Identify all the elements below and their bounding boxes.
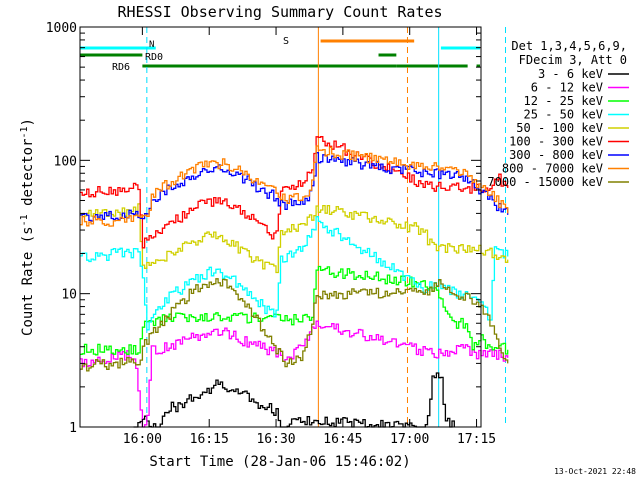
legend: Det 1,3,4,5,6,9, FDecim 3, Att 0 3 - 6 k… [487,39,629,189]
legend-header-2: FDecim 3, Att 0 [519,53,627,67]
series-line [80,278,509,372]
legend-label: 7000 - 15000 keV [487,175,603,189]
series-line [80,136,509,249]
generated-timestamp: 13-Oct-2021 22:48 [554,467,636,476]
legend-label: 800 - 7000 keV [502,162,603,176]
x-axis: 16:00 16:15 16:30 16:45 17:00 17:15 [123,27,496,447]
y-label-part-1: Count Rate (s [20,226,36,336]
legend-label: 100 - 300 keV [509,135,603,149]
series-line [80,145,509,227]
y-label-sup-2: -1 [19,126,30,138]
y-label-part-3: ) [20,118,36,126]
y-tick-label: 1000 [46,21,77,36]
series-group [80,136,509,428]
y-tick-label: 1 [69,421,77,436]
legend-label: 50 - 100 keV [516,121,603,135]
legend-label: 6 - 12 keV [531,81,603,95]
plot-frame [79,26,482,428]
y-label-part-2: detector [20,139,36,215]
y-label-sup-1: -1 [19,214,30,226]
chart-title: RHESSI Observing Summary Count Rates [117,3,442,21]
state-bar-label: RD0 [145,52,163,63]
x-tick-label: 16:45 [323,432,362,447]
legend-label: 3 - 6 keV [538,67,603,81]
legend-label: 300 - 800 keV [509,148,603,162]
x-tick-label: 16:30 [256,432,295,447]
series-line [80,320,509,428]
state-lines [146,27,507,427]
legend-label: 12 - 25 keV [524,94,603,108]
state-bars: N RD0 RD6 S [80,36,480,73]
legend-header-1: Det 1,3,4,5,6,9, [511,39,627,53]
state-bar-label: N [149,40,154,50]
y-axis-label: Count Rate (s-1 detector-1) [19,118,36,336]
x-tick-label: 16:00 [123,432,162,447]
x-axis-label: Start Time (28-Jan-06 15:46:02) [149,454,410,470]
series-line [80,203,509,274]
y-axis: 1 10 100 1000 [46,21,481,436]
state-bar-label: S [283,36,289,47]
x-tick-label: 16:15 [190,432,229,447]
series-line [80,216,509,331]
state-bar-label: RD6 [112,62,130,73]
legend-label: 25 - 50 keV [524,108,603,122]
x-tick-label: 17:15 [457,432,496,447]
series-line [133,372,455,428]
x-tick-label: 17:00 [390,432,429,447]
y-tick-label: 10 [61,288,77,303]
y-tick-label: 100 [54,154,77,169]
